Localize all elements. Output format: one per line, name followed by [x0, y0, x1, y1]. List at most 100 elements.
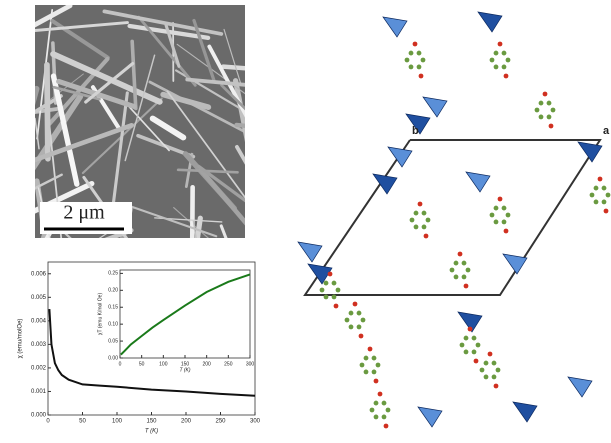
atom	[324, 295, 329, 300]
atom	[604, 209, 609, 214]
atom	[324, 281, 329, 286]
y-axis-label: χ (emu/molOe)	[18, 319, 24, 359]
atom	[535, 108, 540, 113]
x-tick-label: 100	[112, 419, 123, 425]
atom	[454, 275, 459, 280]
atom	[364, 370, 369, 375]
tetrahedron	[423, 97, 447, 117]
atom	[336, 288, 341, 293]
atom	[494, 220, 499, 225]
atom	[476, 343, 481, 348]
tetrahedron	[578, 142, 602, 162]
atom	[418, 202, 423, 207]
atom	[602, 200, 607, 205]
y-tick-label: 0.003	[31, 342, 47, 348]
sem-rod	[47, 65, 48, 159]
atom	[484, 361, 489, 366]
atom	[506, 58, 511, 63]
atom	[414, 225, 419, 230]
atom	[409, 65, 414, 70]
atom	[368, 347, 373, 352]
atom	[410, 218, 415, 223]
atom	[424, 234, 429, 239]
atom	[539, 101, 544, 106]
y-tick-label: 0.004	[31, 318, 47, 324]
atom	[382, 401, 387, 406]
y-tick-label: 0.002	[31, 366, 47, 372]
tetrahedron	[513, 402, 537, 422]
atom	[547, 115, 552, 120]
x-tick-label: 50	[139, 361, 145, 367]
atom	[359, 334, 364, 339]
tetrahedron	[478, 12, 502, 32]
atom	[376, 363, 381, 368]
atom	[498, 42, 503, 47]
atom	[547, 101, 552, 106]
atom	[419, 74, 424, 79]
atom	[496, 368, 501, 373]
x-tick-label: 200	[202, 361, 211, 367]
atom	[382, 415, 387, 420]
atom	[504, 74, 509, 79]
atom	[468, 327, 473, 332]
atom	[417, 51, 422, 56]
atom	[466, 268, 471, 273]
atom	[332, 281, 337, 286]
atom	[594, 186, 599, 191]
atom	[345, 318, 350, 323]
atom	[454, 261, 459, 266]
atom	[602, 186, 607, 191]
x-tick-label: 250	[224, 361, 233, 367]
y-tick-label: 0.25	[108, 271, 118, 277]
atom	[502, 51, 507, 56]
atom	[502, 65, 507, 70]
atom	[349, 325, 354, 330]
atom	[464, 336, 469, 341]
x-tick-label: 300	[250, 419, 261, 425]
atom	[384, 424, 389, 429]
atom	[372, 370, 377, 375]
tetrahedron	[568, 377, 592, 397]
atom	[492, 361, 497, 366]
atom	[492, 375, 497, 380]
y-tick-label: 0.20	[108, 288, 118, 294]
atom	[328, 272, 333, 277]
atom	[320, 288, 325, 293]
atom	[361, 318, 366, 323]
atom	[357, 325, 362, 330]
x-tick-label: 200	[181, 419, 192, 425]
atom	[502, 220, 507, 225]
atom	[421, 58, 426, 63]
atom	[490, 213, 495, 218]
atom	[334, 304, 339, 309]
atom	[409, 51, 414, 56]
sem-rod	[236, 125, 312, 133]
atom	[386, 408, 391, 413]
tetrahedron	[466, 172, 490, 192]
atom	[551, 108, 556, 113]
x-tick-label: 250	[215, 419, 226, 425]
atom	[364, 356, 369, 361]
tetrahedron	[418, 407, 442, 427]
scale-bar-label: 2 μm	[63, 202, 105, 224]
y-tick-label: 0.001	[31, 389, 47, 395]
atom	[450, 268, 455, 273]
atom	[472, 336, 477, 341]
atom	[426, 218, 431, 223]
crystal-structure	[298, 12, 610, 428]
atom	[539, 115, 544, 120]
atom	[606, 193, 611, 198]
atom	[413, 42, 418, 47]
atom	[490, 58, 495, 63]
atom	[372, 356, 377, 361]
atom	[405, 58, 410, 63]
atom	[349, 311, 354, 316]
atom	[504, 229, 509, 234]
atom	[374, 401, 379, 406]
atom	[378, 392, 383, 397]
y-tick-label: 0.00	[108, 355, 118, 361]
atom	[598, 177, 603, 182]
y-tick-label: 0.15	[108, 305, 118, 311]
atom	[374, 415, 379, 420]
